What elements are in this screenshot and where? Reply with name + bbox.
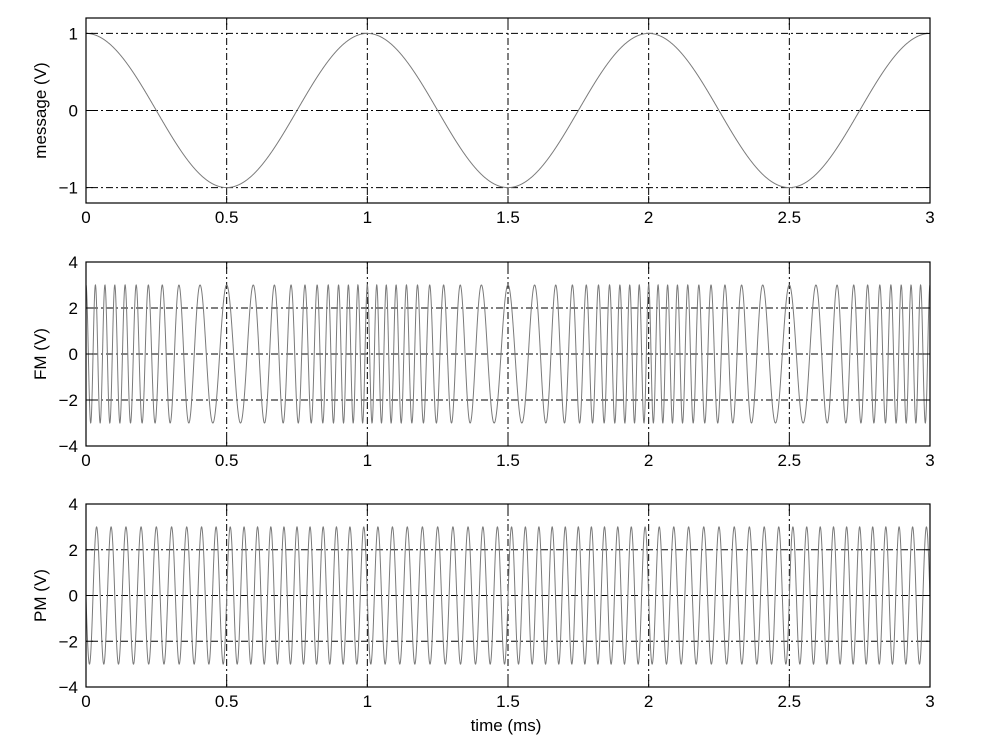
pm-signal-trace — [85, 526, 931, 665]
pm-ytick-label: 4 — [69, 495, 78, 514]
message-xtick-label: 2.5 — [778, 208, 802, 227]
fm-ytick-label: −4 — [59, 437, 78, 456]
pm-panel: 0 0.5 1 1.5 2 2.5 3 −4 −2 0 2 4 PM (V) time (ms) — [31, 495, 935, 735]
message-ytick-label: 1 — [69, 24, 78, 43]
pm-ytick-label: 0 — [69, 587, 78, 606]
pm-xlabel: time (ms) — [471, 716, 542, 735]
message-xtick-label: 3 — [925, 208, 934, 227]
pm-ytick-label: 2 — [69, 541, 78, 560]
message-xtick-label: 1 — [363, 208, 372, 227]
pm-xtick-label: 2 — [644, 692, 653, 711]
fm-ytick-label: 0 — [69, 345, 78, 364]
fm-signal-trace — [85, 283, 931, 424]
fm-ylabel: FM (V) — [31, 328, 50, 380]
pm-xtick-label: 2.5 — [778, 692, 802, 711]
pm-xtick-label: 1 — [363, 692, 372, 711]
pm-xtick-label: 3 — [925, 692, 934, 711]
pm-ytick-label: −4 — [59, 678, 78, 697]
fm-ytick-label: −2 — [59, 391, 78, 410]
fm-ytick-label: 4 — [69, 253, 78, 272]
message-ylabel: message (V) — [31, 62, 50, 158]
fm-xtick-label: 1.5 — [496, 451, 520, 470]
fm-xtick-label: 1 — [363, 451, 372, 470]
fm-xtick-label: 0.5 — [215, 451, 239, 470]
fm-ytick-label: 2 — [69, 299, 78, 318]
message-xtick-label: 1.5 — [496, 208, 520, 227]
message-xtick-label: 0.5 — [215, 208, 239, 227]
message-xtick-label: 0 — [81, 208, 90, 227]
fm-xtick-label: 0 — [81, 451, 90, 470]
fm-panel: 0 0.5 1 1.5 2 2.5 3 −4 −2 0 2 4 FM (V) — [31, 253, 935, 470]
fm-xtick-label: 2 — [644, 451, 653, 470]
pm-ytick-label: −2 — [59, 632, 78, 651]
pm-xtick-label: 0.5 — [215, 692, 239, 711]
fm-xtick-label: 2.5 — [778, 451, 802, 470]
message-xtick-label: 2 — [644, 208, 653, 227]
message-ytick-label: −1 — [59, 179, 78, 198]
pm-ylabel: PM (V) — [31, 569, 50, 622]
fm-xtick-label: 3 — [925, 451, 934, 470]
pm-xtick-label: 0 — [81, 692, 90, 711]
pm-xtick-label: 1.5 — [496, 692, 520, 711]
message-signal-trace — [86, 32, 930, 189]
message-ytick-label: 0 — [69, 102, 78, 121]
